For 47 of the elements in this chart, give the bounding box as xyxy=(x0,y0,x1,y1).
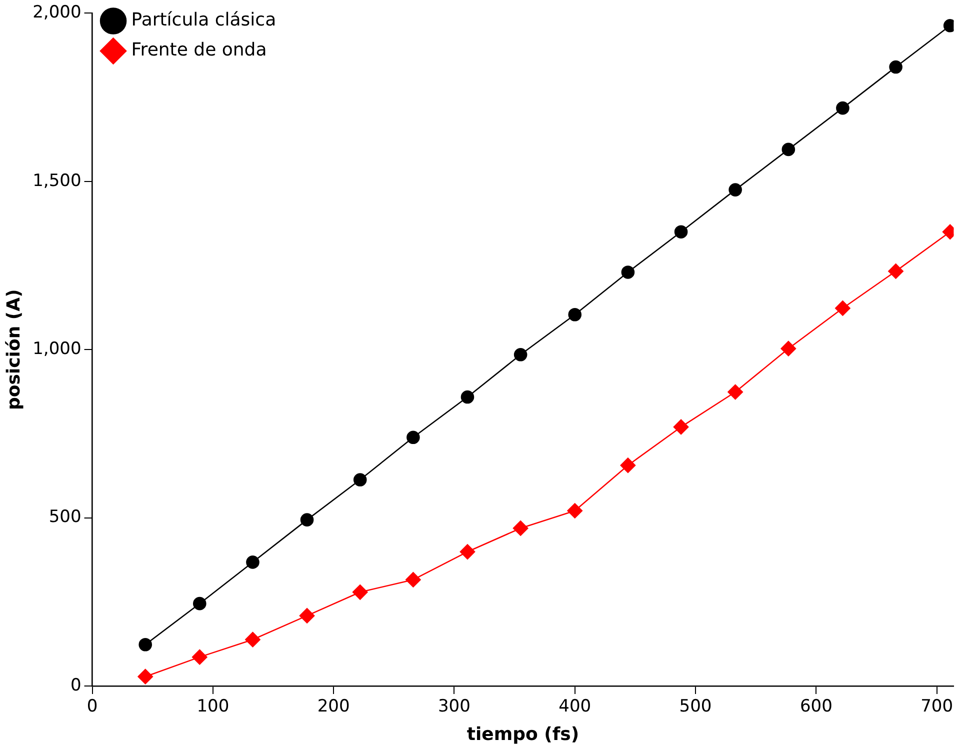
point xyxy=(835,300,850,316)
x-tick-label: 300 xyxy=(438,696,470,717)
point xyxy=(888,264,904,279)
point xyxy=(406,430,420,444)
point xyxy=(728,384,743,400)
x-tick-label: 100 xyxy=(196,696,230,717)
x-tick-label: 400 xyxy=(558,696,592,717)
point xyxy=(245,632,260,648)
x-tick-label: 700 xyxy=(920,696,954,717)
point xyxy=(138,638,152,652)
y-tick-label: 500 xyxy=(48,507,82,528)
y-tick-label: 2,000 xyxy=(32,2,82,23)
point xyxy=(460,390,474,404)
point xyxy=(780,340,796,356)
point xyxy=(567,503,583,518)
x-tick-label: 200 xyxy=(317,696,350,717)
x-tick-label: 0 xyxy=(86,696,98,717)
legend-label: Partícula clásica xyxy=(131,10,276,31)
point xyxy=(406,572,421,588)
y-tick-label: 0 xyxy=(70,675,82,696)
point xyxy=(728,183,742,196)
point xyxy=(621,266,635,279)
point xyxy=(353,473,367,486)
point xyxy=(514,348,528,362)
point xyxy=(192,649,208,665)
point xyxy=(300,513,314,526)
y-tick-label: 1,500 xyxy=(32,170,82,191)
point xyxy=(836,101,850,115)
point xyxy=(299,608,315,624)
point xyxy=(246,556,260,569)
point xyxy=(352,584,368,600)
point xyxy=(674,225,688,239)
legend-label: Frente de onda xyxy=(131,40,267,61)
x-tick-label: 500 xyxy=(679,696,712,717)
point xyxy=(620,458,636,473)
point xyxy=(673,419,689,435)
point xyxy=(460,544,476,560)
x-tick-label: 600 xyxy=(800,696,832,717)
point xyxy=(512,520,528,536)
x-axis-title: tiempo (fs) xyxy=(466,724,580,745)
y-axis-title: posición (A) xyxy=(3,289,24,410)
point xyxy=(889,60,902,74)
point xyxy=(138,668,154,684)
point xyxy=(782,142,796,156)
y-tick-label: 1,000 xyxy=(32,339,82,360)
point xyxy=(192,596,206,610)
point xyxy=(568,308,582,322)
